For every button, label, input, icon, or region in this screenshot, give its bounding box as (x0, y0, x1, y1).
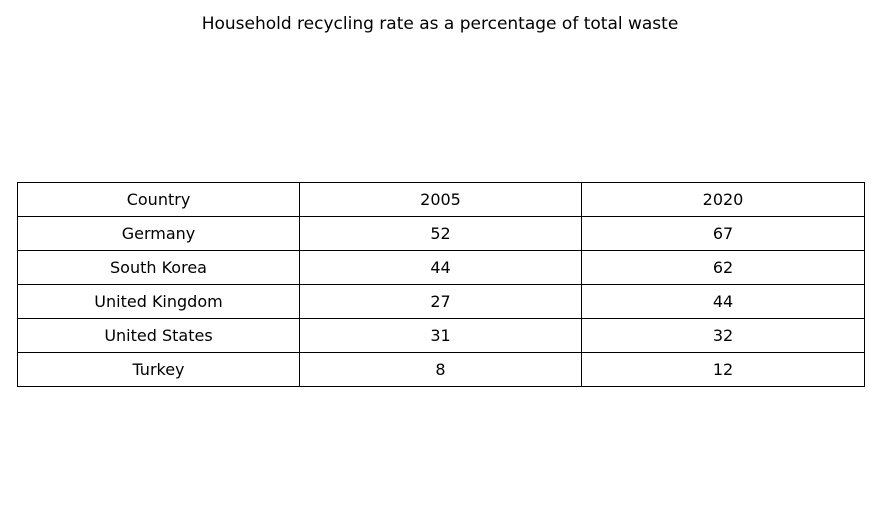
table-cell-2020: 32 (581, 318, 865, 353)
column-header-country: Country (17, 182, 300, 217)
table-cell-2020: 67 (581, 216, 865, 251)
table-cell-2005: 27 (299, 284, 582, 319)
data-table: Country 2005 2020 Germany 52 67 South Ko… (17, 182, 865, 387)
table-cell-2020: 12 (581, 352, 865, 387)
table-row: United States 31 32 (17, 318, 865, 353)
chart-title: Household recycling rate as a percentage… (201, 14, 679, 34)
table-cell-country: Turkey (17, 352, 300, 387)
column-header-2020: 2020 (581, 182, 865, 217)
table-row: United Kingdom 27 44 (17, 284, 865, 319)
table-cell-2005: 44 (299, 250, 582, 285)
table-cell-2005: 31 (299, 318, 582, 353)
table-cell-country: United States (17, 318, 300, 353)
table-cell-2020: 44 (581, 284, 865, 319)
table-row: South Korea 44 62 (17, 250, 865, 285)
table-cell-country: Germany (17, 216, 300, 251)
table-row: Germany 52 67 (17, 216, 865, 251)
table-cell-country: United Kingdom (17, 284, 300, 319)
table-row: Turkey 8 12 (17, 352, 865, 387)
column-header-2005: 2005 (299, 182, 582, 217)
table-cell-2005: 8 (299, 352, 582, 387)
table-cell-2020: 62 (581, 250, 865, 285)
table-cell-country: South Korea (17, 250, 300, 285)
table-cell-2005: 52 (299, 216, 582, 251)
table-header-row: Country 2005 2020 (17, 182, 865, 217)
